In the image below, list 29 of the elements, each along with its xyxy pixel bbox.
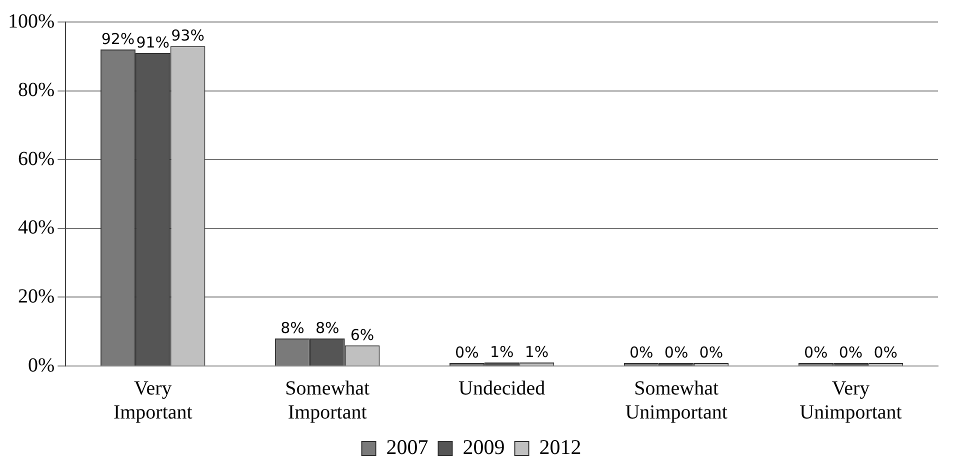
y-tick-label: 20% [18, 285, 55, 308]
legend-label: 2009 [462, 435, 505, 460]
data-label: 0% [699, 343, 724, 362]
data-label: 0% [874, 343, 898, 362]
y-tick-label: 60% [18, 148, 55, 170]
data-label: 0% [804, 343, 828, 362]
data-label: 8% [315, 318, 340, 337]
data-label: 92% [101, 30, 135, 48]
data-label: 91% [136, 33, 170, 52]
data-label: 1% [524, 342, 549, 361]
y-tick-label: 40% [18, 216, 55, 239]
data-label: 6% [350, 326, 374, 344]
legend-label: 2007 [386, 435, 428, 460]
data-label: 0% [664, 343, 688, 362]
data-label: 93% [171, 26, 204, 44]
x-tick-label: Somewhat Important [285, 377, 370, 424]
y-tick-label: 100% [8, 10, 55, 32]
x-tick-label: Very Important [113, 377, 193, 424]
x-tick-label: Undecided [458, 377, 546, 400]
data-label: 0% [455, 343, 479, 362]
legend-label: 2012 [539, 435, 582, 460]
y-tick-label: 0% [28, 354, 55, 376]
data-label: 8% [280, 318, 304, 337]
y-tick-label: 80% [18, 79, 55, 102]
data-label: 0% [838, 343, 863, 362]
x-tick-label: Somewhat Unimportant [625, 377, 728, 424]
data-label: 0% [630, 343, 654, 362]
x-tick-label: Very Unimportant [800, 377, 902, 424]
data-label: 1% [490, 342, 514, 361]
